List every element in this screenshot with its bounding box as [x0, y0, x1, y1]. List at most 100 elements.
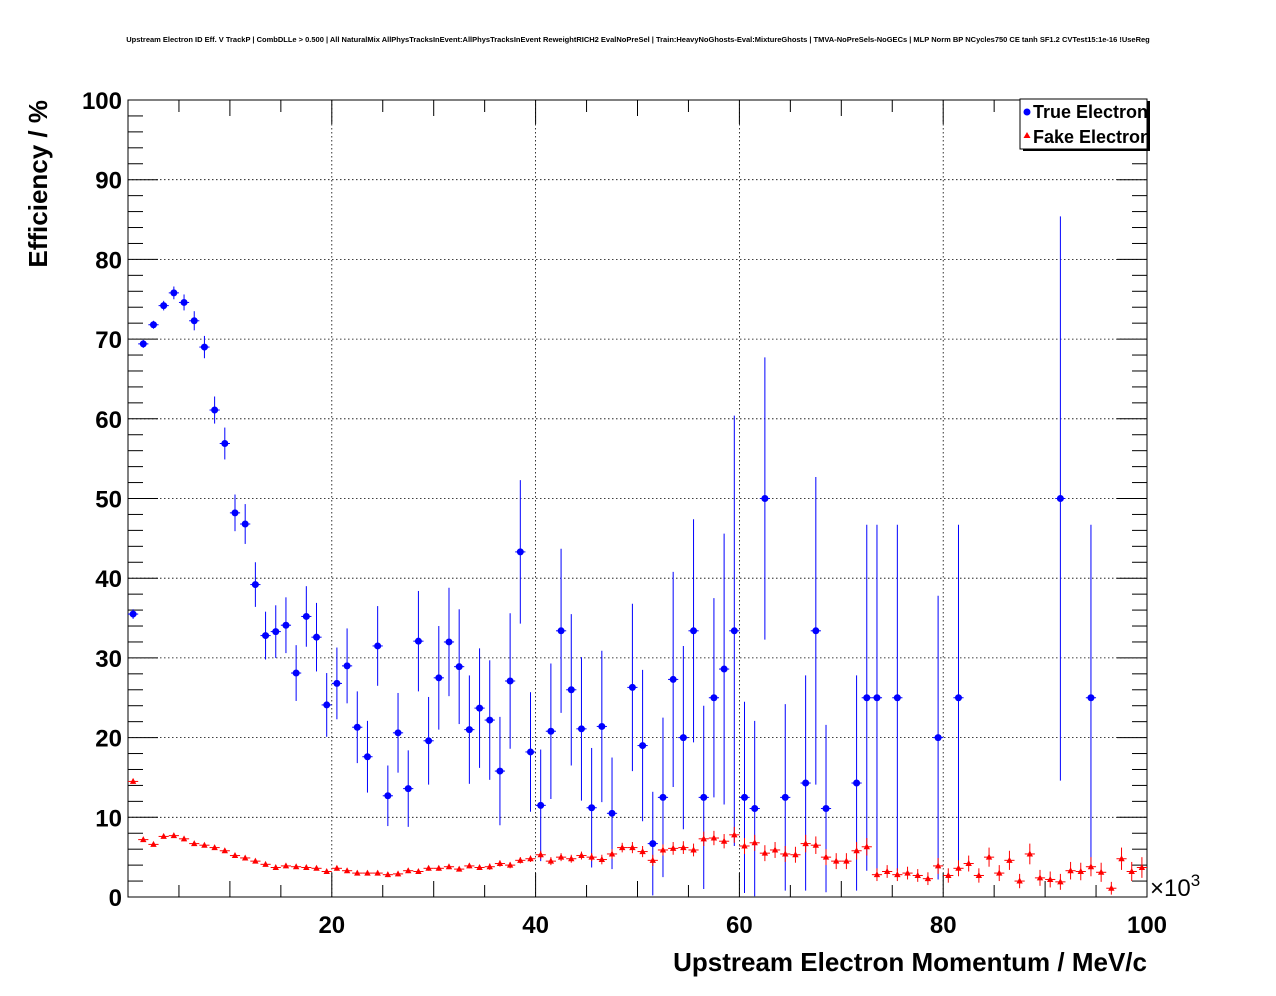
fake-electron-point — [280, 862, 292, 869]
marker-circle — [292, 669, 300, 677]
fake-electron-point — [454, 865, 465, 872]
true-electron-point — [209, 396, 220, 424]
fake-electron-point — [1075, 862, 1086, 881]
marker-circle — [496, 767, 504, 775]
marker-triangle — [445, 863, 453, 870]
fake-electron-point — [586, 853, 597, 862]
y-tick-label: 10 — [95, 805, 122, 832]
true-electron-point — [301, 586, 312, 647]
fake-electron-point — [1014, 873, 1025, 889]
true-electron-point — [362, 720, 373, 793]
marker-circle — [557, 627, 565, 635]
true-electron-point — [637, 669, 648, 822]
fake-electron-point — [464, 862, 475, 869]
fake-electron-point — [994, 865, 1005, 882]
true-electron-point — [321, 673, 332, 737]
marker-triangle — [843, 857, 850, 864]
true-electron-point — [260, 611, 271, 660]
fake-electron-point — [474, 864, 485, 871]
marker-circle — [251, 581, 259, 589]
marker-triangle — [955, 864, 962, 871]
true-electron-point — [810, 476, 821, 785]
marker-triangle — [405, 867, 412, 874]
marker-triangle — [231, 852, 239, 859]
series-fake-electron — [128, 777, 1147, 895]
marker-circle — [414, 637, 422, 645]
marker-triangle — [272, 864, 279, 871]
marker-triangle — [333, 864, 341, 871]
marker-triangle — [435, 864, 442, 871]
fake-electron-point — [168, 832, 179, 839]
marker-triangle — [741, 842, 748, 849]
true-electron-point — [871, 524, 883, 871]
marker-triangle — [160, 832, 167, 839]
fake-electron-point — [739, 838, 750, 854]
fake-electron-point — [963, 855, 974, 872]
fake-electron-point — [922, 872, 934, 886]
true-electron-point — [280, 597, 292, 654]
true-electron-point — [647, 791, 658, 896]
marker-circle — [649, 840, 657, 848]
x-tick-label: 80 — [930, 912, 957, 939]
marker-triangle — [262, 860, 269, 867]
marker-circle — [455, 663, 463, 671]
marker-triangle — [883, 867, 891, 874]
x-tick-label: 100 — [1127, 912, 1167, 939]
fake-electron-point — [576, 851, 587, 860]
marker-triangle — [303, 864, 310, 871]
marker-triangle — [680, 844, 687, 851]
y-tick-label: 50 — [95, 487, 122, 514]
fake-electron-point — [250, 857, 261, 864]
marker-circle — [598, 722, 606, 730]
marker-circle — [425, 737, 433, 745]
true-electron-point — [128, 609, 139, 619]
marker-circle — [435, 674, 443, 682]
true-electron-point — [464, 675, 475, 784]
fake-electron-point — [545, 857, 556, 866]
legend: True Electron Fake Electron — [1019, 98, 1151, 151]
legend-marker-fake-electron — [1023, 132, 1031, 138]
fake-electron-point — [301, 864, 312, 871]
marker-circle — [1056, 495, 1064, 502]
true-electron-point — [586, 747, 597, 868]
marker-triangle — [1108, 884, 1115, 891]
marker-triangle — [649, 856, 656, 863]
fake-electron-point — [331, 864, 342, 871]
fake-electron-point — [769, 842, 781, 858]
marker-triangle — [639, 848, 646, 855]
marker-circle — [751, 805, 759, 813]
marker-circle — [761, 495, 769, 502]
true-electron-point — [392, 692, 404, 773]
marker-triangle — [833, 857, 840, 864]
fake-electron-point — [759, 845, 770, 862]
fake-electron-point — [637, 845, 648, 858]
fake-electron-point — [1024, 843, 1035, 865]
marker-circle — [231, 509, 239, 517]
marker-circle — [934, 734, 942, 742]
marker-circle — [445, 638, 453, 646]
true-electron-point — [189, 311, 200, 331]
legend-marker-true-electron — [1023, 108, 1031, 116]
marker-triangle — [323, 867, 330, 874]
marker-circle — [710, 694, 718, 702]
marker-triangle — [170, 832, 178, 839]
true-electron-point — [372, 606, 383, 686]
marker-triangle — [1118, 855, 1125, 862]
marker-triangle — [252, 857, 259, 864]
fake-electron-point — [1045, 871, 1056, 888]
marker-circle — [262, 632, 270, 640]
true-electron-point — [168, 286, 179, 300]
marker-circle — [954, 694, 962, 702]
marker-triangle — [547, 857, 555, 864]
fake-electron-point — [596, 854, 607, 865]
true-electron-point — [331, 647, 342, 720]
y-axis-title: Efficiency / % — [23, 100, 53, 268]
axis-tick-labels: 0 10 20 30 40 50 60 70 80 90 100 20 40 60 80 100 — [82, 88, 1167, 939]
marker-circle — [149, 321, 157, 329]
fake-electron-point — [668, 842, 679, 855]
true-electron-point — [270, 605, 281, 658]
fake-electron-point — [382, 871, 393, 878]
marker-triangle — [578, 852, 585, 859]
marker-triangle — [1006, 856, 1013, 863]
fake-electron-point — [1085, 857, 1097, 877]
